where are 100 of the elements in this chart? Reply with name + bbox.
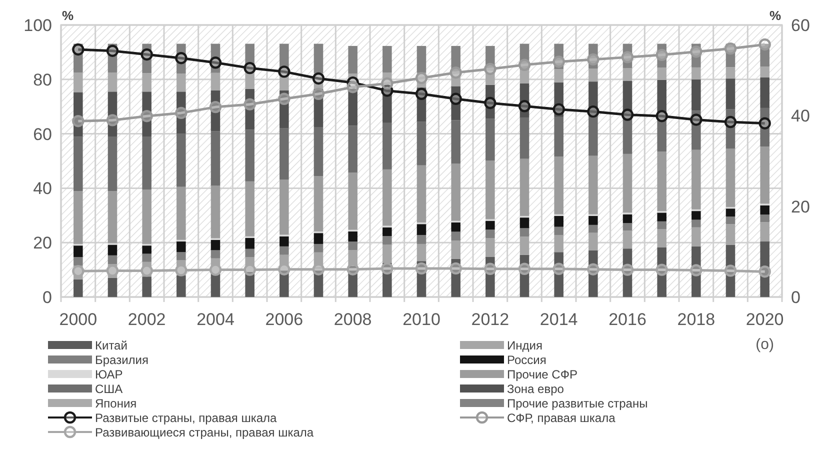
bar xyxy=(74,136,83,192)
bar xyxy=(314,44,324,74)
point xyxy=(518,100,531,112)
point xyxy=(518,262,531,275)
bar xyxy=(382,227,392,236)
bar xyxy=(416,261,426,297)
bar xyxy=(726,148,736,207)
bar xyxy=(210,274,220,297)
bar xyxy=(416,122,426,166)
x-tick-label: 2004 xyxy=(196,310,234,329)
point xyxy=(244,98,256,110)
bar xyxy=(588,44,598,69)
bar xyxy=(348,88,358,126)
point xyxy=(724,42,737,55)
bar xyxy=(692,110,701,150)
bar xyxy=(348,266,358,297)
bar xyxy=(382,236,392,245)
point xyxy=(72,43,84,56)
bar xyxy=(657,112,666,152)
bar xyxy=(416,165,426,222)
bar xyxy=(108,191,118,244)
point xyxy=(552,262,565,275)
bar xyxy=(588,250,598,297)
point xyxy=(381,262,394,275)
bar xyxy=(210,90,220,132)
bar xyxy=(451,258,460,297)
bar xyxy=(210,240,220,250)
bar xyxy=(142,73,152,92)
bar xyxy=(142,190,152,244)
bar xyxy=(245,238,254,249)
bar xyxy=(520,218,530,228)
point xyxy=(690,264,702,276)
bar xyxy=(451,86,460,120)
y-axis-title: % xyxy=(62,8,74,23)
bar xyxy=(657,68,666,80)
bar xyxy=(280,236,289,246)
bar xyxy=(245,88,254,130)
bar xyxy=(726,78,736,110)
bar xyxy=(108,72,118,92)
x-tick-label: 2002 xyxy=(128,310,166,329)
bar xyxy=(348,172,358,230)
bar xyxy=(486,230,495,238)
bar xyxy=(588,216,598,225)
y2-axis-title: % xyxy=(769,8,782,23)
legend-label: Прочие СФР xyxy=(507,368,578,382)
bar xyxy=(451,240,460,259)
bar xyxy=(726,216,736,224)
bar xyxy=(622,154,632,213)
bar xyxy=(760,205,770,215)
point xyxy=(587,105,600,118)
point xyxy=(587,53,600,66)
legend-label: Зона евро xyxy=(507,382,564,396)
bar xyxy=(692,79,701,111)
bar xyxy=(280,246,289,255)
point xyxy=(724,116,737,128)
point xyxy=(244,62,256,74)
text: (о) xyxy=(756,336,774,353)
bar xyxy=(760,214,770,222)
y-tick-label: 100 xyxy=(24,16,52,35)
bar xyxy=(108,92,118,137)
point xyxy=(175,106,188,120)
point xyxy=(552,56,565,68)
point xyxy=(450,262,462,275)
x-tick-label: 2006 xyxy=(265,310,304,329)
bar xyxy=(210,186,220,238)
y2-tick-label: 20 xyxy=(791,197,810,216)
point xyxy=(484,62,496,76)
bar xyxy=(486,84,495,119)
bar xyxy=(245,130,254,182)
bar xyxy=(416,244,426,262)
bar xyxy=(657,229,666,248)
bar xyxy=(74,257,83,266)
bar xyxy=(142,136,152,190)
bar xyxy=(657,221,666,229)
bar xyxy=(486,70,495,85)
y2-tick-label: 0 xyxy=(791,288,800,307)
x-tick-label: 2000 xyxy=(59,310,98,329)
bar xyxy=(726,109,736,149)
bar xyxy=(382,244,392,263)
bar xyxy=(520,158,530,216)
bar xyxy=(726,208,736,216)
bar xyxy=(108,278,118,297)
point xyxy=(450,66,462,79)
legend-label: Индия xyxy=(507,338,542,352)
bar xyxy=(416,234,426,244)
bar xyxy=(622,230,632,249)
bar xyxy=(74,44,83,73)
bar xyxy=(176,275,186,297)
bar xyxy=(280,44,289,74)
bar xyxy=(348,242,358,250)
point xyxy=(656,264,668,276)
bar xyxy=(657,212,666,222)
bar xyxy=(348,231,358,242)
bar xyxy=(176,186,186,240)
legend-label: СФР, правая шкала xyxy=(507,411,616,425)
point xyxy=(758,117,771,130)
bar xyxy=(622,248,632,297)
point xyxy=(656,110,668,122)
bar xyxy=(74,191,83,244)
bar xyxy=(520,117,530,159)
